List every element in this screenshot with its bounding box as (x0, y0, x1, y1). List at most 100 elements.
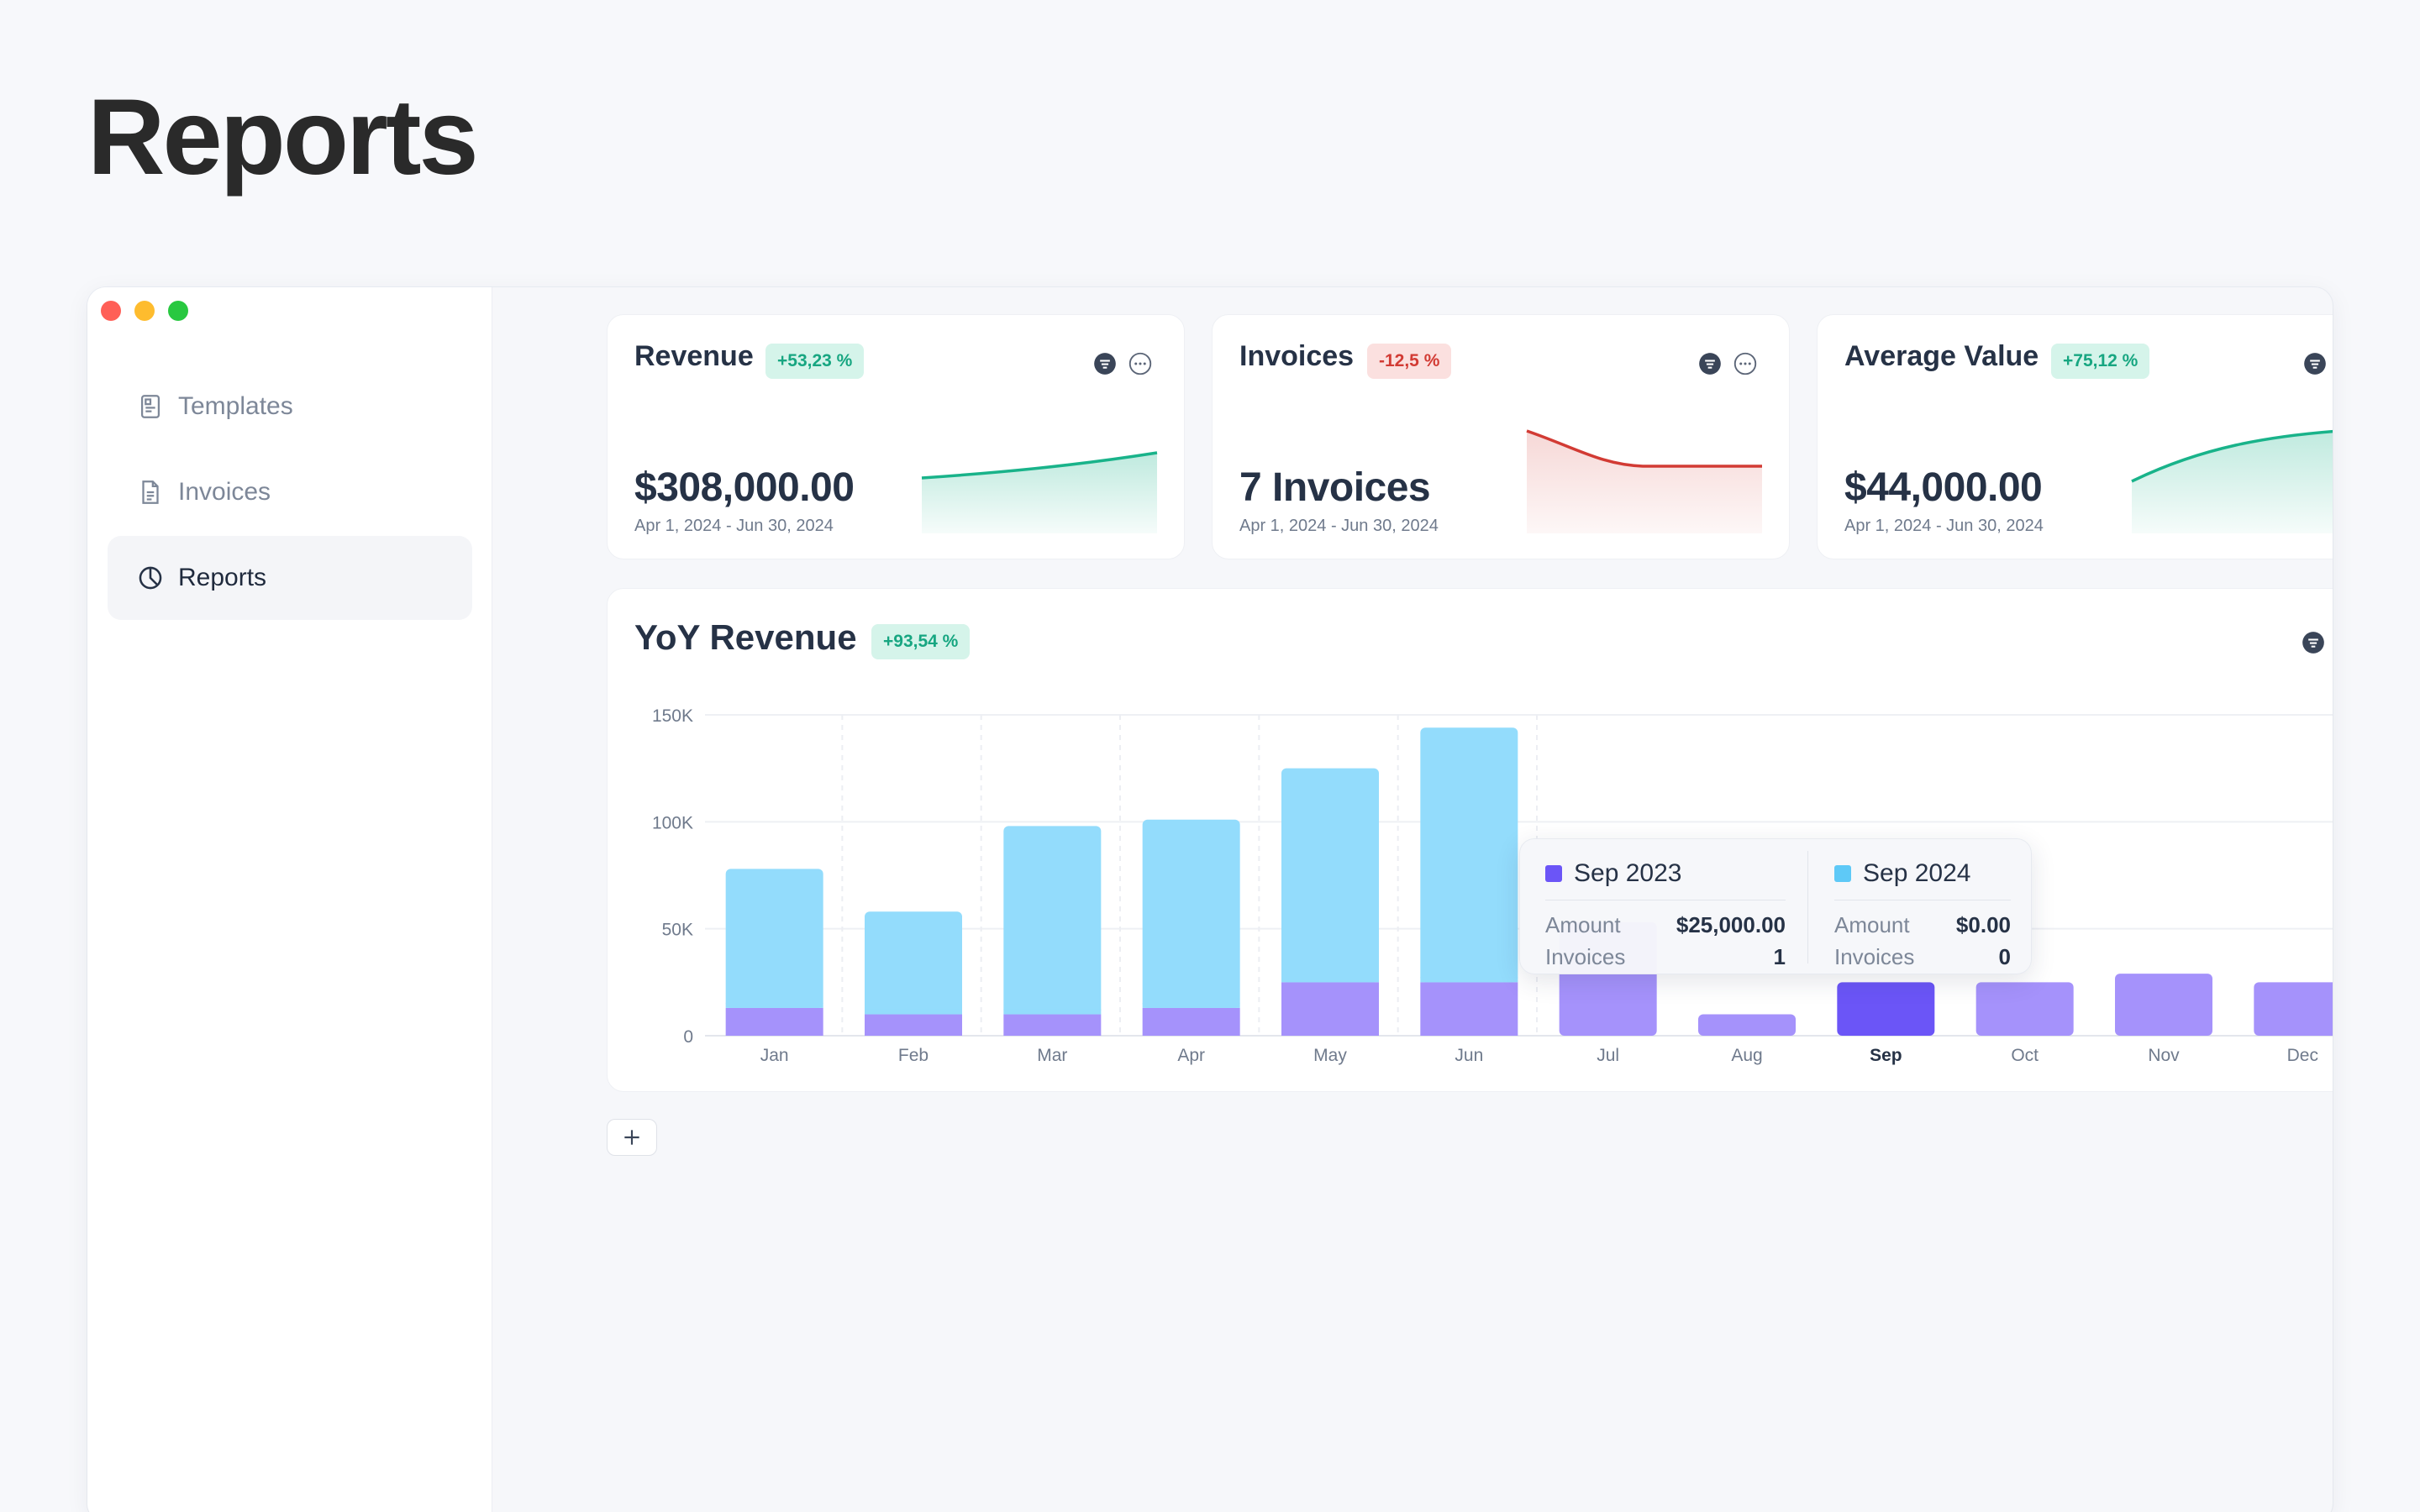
kpi-value: 7 Invoices (1239, 465, 1431, 510)
change-badge: +93,54 % (871, 624, 971, 659)
kpi-value: $308,000.00 (634, 465, 855, 510)
sparkline-line (921, 451, 1158, 480)
x-tick-label: Aug (1731, 1046, 1762, 1065)
x-tick-label: Jun (1455, 1046, 1483, 1065)
y-tick-label: 0 (683, 1027, 693, 1047)
card-title: YoY Revenue (634, 617, 857, 657)
bar-2024 (1420, 727, 1518, 983)
invoices-sparkline (1526, 429, 1762, 533)
page-title: Reports (87, 77, 479, 197)
bar-2023 (1003, 1014, 1102, 1036)
tooltip-label: Sep 2023 (1574, 859, 1682, 887)
bar-2023 (865, 1014, 962, 1036)
more-icon[interactable] (1733, 352, 1757, 375)
x-tick-label: Nov (2148, 1046, 2180, 1065)
yoy-revenue-card: YoY Revenue +93,54 % 0 50K 100K 150K Jan Feb M… (607, 588, 2333, 1092)
bar-2024 (725, 1002, 823, 1008)
tooltip-series-2024: Sep 2024 Amount $0.00 Invoices 0 (1834, 851, 2011, 973)
document-icon (142, 480, 159, 504)
yoy-revenue-chart[interactable]: 0 50K 100K 150K Jan Feb Mar Apr May Jun Jul Aug Sep O… (608, 589, 2333, 1093)
card-actions (2302, 631, 2333, 654)
x-tick-label: Jul (1597, 1046, 1619, 1065)
bar-2023 (1698, 1014, 1796, 1036)
filter-icon[interactable] (2303, 352, 2327, 375)
filter-icon[interactable] (1093, 352, 1117, 375)
tooltip-label: Sep 2024 (1863, 859, 1971, 887)
pie-chart-icon (139, 566, 162, 590)
kpi-value: $44,000.00 (1844, 465, 2043, 510)
more-icon[interactable] (1128, 352, 1152, 375)
minimize-window-button[interactable] (134, 301, 155, 321)
tooltip-amount: $0.00 (1955, 911, 2011, 937)
sparkline-area (922, 453, 1157, 533)
sidebar-item-label: Reports (178, 564, 267, 591)
y-tick-label: 50K (662, 921, 693, 940)
bar-2023 (1837, 982, 1935, 1036)
x-tick-label: Dec (2287, 1046, 2318, 1065)
bar-2023 (725, 1007, 823, 1036)
tooltip-invoices: 1 (1773, 943, 1786, 969)
bar-2023 (1975, 982, 2074, 1036)
sparkline-line (1526, 429, 1762, 468)
y-tick-label: 100K (652, 813, 693, 832)
sparkline-line (2131, 429, 2333, 483)
average-value-sparkline (2131, 429, 2333, 533)
card-title: Invoices (1239, 340, 1355, 372)
bar-2024 (865, 1009, 962, 1015)
sidebar-item-label: Templates (178, 392, 293, 420)
bar-2023 (1420, 982, 1518, 1036)
x-tick-label: Sep (1870, 1046, 1902, 1065)
bar-2024 (725, 869, 823, 1008)
tooltip-key: Amount (1834, 911, 1910, 937)
sidebar-item-templates[interactable]: Templates (108, 365, 472, 449)
legend-swatch (1834, 865, 1851, 882)
bar-2024 (1003, 826, 1102, 1015)
card-title: Revenue (634, 340, 754, 372)
x-tick-label: Apr (1177, 1046, 1205, 1065)
card-actions (1698, 352, 1757, 375)
tooltip-amount: $25,000.00 (1676, 911, 1786, 937)
change-badge: +75,12 % (2051, 344, 2150, 379)
bar-2023 (2115, 974, 2212, 1036)
date-range: Apr 1, 2024 - Jun 30, 2024 (1239, 517, 1439, 535)
bar-2023 (1281, 982, 1379, 1036)
sidebar-item-reports[interactable]: Reports (108, 536, 472, 620)
tooltip-series-2023: Sep 2023 Amount $25,000.00 Invoices 1 (1545, 851, 1786, 973)
x-tick-label: Feb (898, 1046, 929, 1065)
add-widget-button[interactable] (607, 1119, 657, 1156)
filter-icon[interactable] (2302, 631, 2325, 654)
bar-2024 (1003, 1009, 1102, 1015)
kpi-card-average-value: Average Value +75,12 % $44,000.00 Apr 1,… (1817, 314, 2333, 559)
bar-2023 (1142, 1007, 1240, 1036)
kpi-card-revenue: Revenue +53,23 % $308,000.00 Apr 1, 2024… (607, 314, 1185, 559)
revenue-sparkline (921, 451, 1158, 533)
bar-2024 (1281, 977, 1379, 983)
tooltip-key: Invoices (1834, 943, 1915, 969)
zoom-window-button[interactable] (168, 301, 188, 321)
x-tick-label: Jan (760, 1046, 789, 1065)
tooltip-invoices: 0 (1998, 943, 2011, 969)
bar-2023 (2254, 982, 2333, 1036)
bar-2024 (865, 911, 962, 1015)
tooltip-key: Amount (1545, 911, 1621, 937)
plus-icon (624, 1130, 639, 1145)
bar-2024 (1142, 819, 1240, 1008)
template-icon (140, 395, 160, 418)
sidebar-item-invoices[interactable]: Invoices (108, 450, 472, 534)
legend-swatch (1545, 865, 1562, 882)
kpi-card-invoices: Invoices -12,5 % 7 Invoices Apr 1, 2024 … (1212, 314, 1790, 559)
change-badge: +53,23 % (765, 344, 865, 379)
change-badge: -12,5 % (1367, 344, 1452, 379)
card-actions (2303, 352, 2333, 375)
window-controls (101, 301, 188, 321)
chart-tooltip: Sep 2023 Amount $25,000.00 Invoices 1 Sep … (1519, 838, 2032, 974)
x-tick-label: May (1313, 1046, 1347, 1065)
bar-2024 (1420, 977, 1518, 983)
date-range: Apr 1, 2024 - Jun 30, 2024 (1844, 517, 2044, 535)
sidebar: Templates Invoices Reports (87, 287, 492, 1512)
sidebar-item-label: Invoices (178, 478, 271, 506)
filter-icon[interactable] (1698, 352, 1722, 375)
bar-2024 (1281, 768, 1379, 983)
close-window-button[interactable] (101, 301, 121, 321)
sparkline-area (1527, 431, 1762, 533)
